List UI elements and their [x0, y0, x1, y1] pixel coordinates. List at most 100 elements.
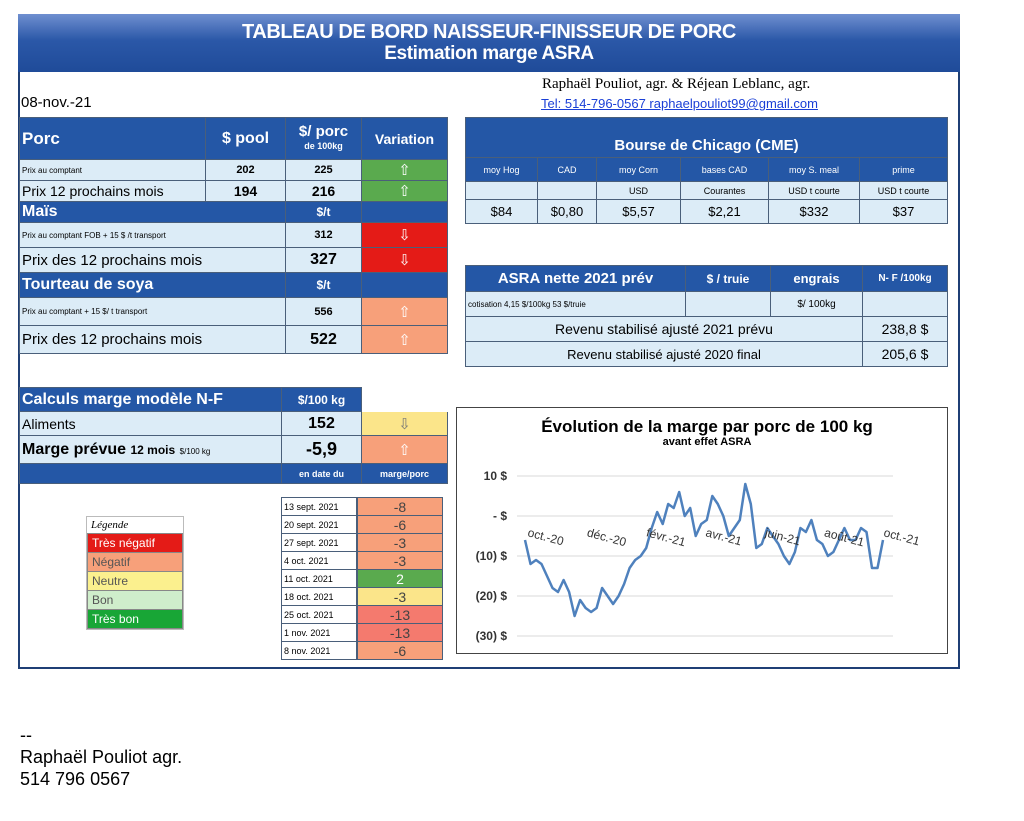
history-body: 13 sept. 2021 20 sept. 2021 27 sept. 2021 4… — [281, 497, 357, 660]
row-label: Prix des 12 prochains mois — [19, 325, 286, 354]
asra-unit: $/ 100kg — [770, 291, 863, 317]
history-date-header: en date du — [281, 463, 362, 484]
porc-label: Porc — [19, 117, 206, 160]
history-header-row: en date du marge/porc — [19, 463, 448, 484]
mais-label: Maïs — [19, 201, 286, 223]
x-tick-label: déc.-20 — [586, 525, 629, 549]
table-row: Aliments 152 ⇩ — [19, 411, 448, 436]
title-banner: TABLEAU DE BORD NAISSEUR-FINISSEUR DE PO… — [18, 14, 960, 72]
table-row: 8 nov. 2021 — [281, 641, 357, 660]
table-row: Revenu stabilisé ajusté 2020 final 205,6… — [465, 341, 948, 367]
revenu-value: 205,6 $ — [862, 341, 948, 367]
history-date: 11 oct. 2021 — [281, 569, 357, 588]
pool-value: 194 — [205, 180, 286, 202]
down-arrow-icon: ⇩ — [361, 247, 448, 273]
history-values-body: -8 -6 -3 -3 2 -3 -13 -13 -6 — [357, 497, 443, 660]
table-row: -3 — [357, 551, 443, 570]
history-margin: 2 — [357, 569, 443, 588]
history-date: 27 sept. 2021 — [281, 533, 357, 552]
page-title: TABLEAU DE BORD NAISSEUR-FINISSEUR DE PO… — [242, 21, 736, 43]
chicago-value: $84 — [465, 199, 538, 224]
mais-unit: $/t — [285, 201, 362, 223]
asra-truie: $ / truie — [685, 265, 771, 292]
margin-chart-svg: Évolution de la marge par porc de 100 kg… — [476, 417, 922, 643]
legend-item: Très bon — [87, 609, 183, 629]
soya-value: 556 — [285, 297, 362, 326]
marge-prevue-value: -5,9 — [281, 435, 362, 464]
revenu-label: Revenu stabilisé ajusté 2021 prévu — [465, 316, 863, 342]
mais-value: 312 — [285, 222, 362, 248]
y-tick-label: 10 $ — [484, 469, 508, 483]
asra-header-row: ASRA nette 2021 prév $ / truie engrais N… — [465, 265, 948, 292]
up-arrow-icon: ⇧ — [361, 297, 448, 326]
history-margin: -13 — [357, 605, 443, 624]
table-row: Prix 12 prochains mois 194 216 ⇧ — [19, 180, 448, 202]
chart-subtitle: avant effet ASRA — [663, 436, 752, 448]
asra-nf: N- F /100kg — [862, 265, 948, 292]
table-row: 27 sept. 2021 — [281, 533, 357, 552]
chicago-title-row: Bourse de Chicago (CME) — [465, 117, 948, 158]
table-row: 1 nov. 2021 — [281, 623, 357, 642]
table-row: Prix des 12 prochains mois 522 ⇧ — [19, 325, 448, 354]
chicago-value: $5,57 — [596, 199, 681, 224]
contact-link[interactable]: Tel: 514-796-0567 raphaelpouliot99@gmail… — [541, 96, 818, 111]
row-label: Prix au comptant — [19, 159, 206, 181]
table-row: Prix des 12 prochains mois 327 ⇩ — [19, 247, 448, 273]
soya-header-row: Tourteau de soya $/t — [19, 272, 448, 298]
chicago-column: CAD — [537, 157, 597, 182]
porc-header-row: Porc $ pool $/ porc de 100kg Variation — [19, 117, 448, 160]
history-margin: -3 — [357, 551, 443, 570]
table-row: -6 — [357, 515, 443, 534]
table-row: 2 — [357, 569, 443, 588]
aliments-label: Aliments — [19, 411, 282, 436]
revenu-label: Revenu stabilisé ajusté 2020 final — [465, 341, 863, 367]
x-tick-label: avr.-21 — [704, 525, 743, 548]
legend-title: Légende — [91, 519, 129, 531]
chicago-columns: moy Hog CAD moy Corn bases CAD moy S. meal pr… — [465, 157, 948, 182]
legend-item: Bon — [87, 590, 183, 610]
chicago-title: Bourse de Chicago (CME) — [465, 117, 948, 158]
table-row: 25 oct. 2021 — [281, 605, 357, 624]
marge-prevue-label: Marge prévue 12 mois $/100 kg — [19, 435, 282, 464]
chicago-unit: USD — [596, 181, 681, 200]
row-label: Prix au comptant FOB + 15 $ /t transport — [19, 222, 286, 248]
chicago-values: $84 $0,80 $5,57 $2,21 $332 $37 — [465, 199, 948, 224]
margin-unit: $/100 kg — [281, 387, 362, 412]
up-arrow-icon: ⇧ — [361, 325, 448, 354]
soya-label: Tourteau de soya — [19, 272, 286, 298]
x-tick-label: oct.-21 — [882, 525, 921, 548]
chicago-table: Bourse de Chicago (CME) moy Hog CAD moy Co… — [465, 117, 948, 224]
history-date: 25 oct. 2021 — [281, 605, 357, 624]
y-tick-label: (30) $ — [476, 629, 508, 643]
legend-items: Très négatif Négatif Neutre Bon Très bon — [87, 533, 183, 629]
table-row: 13 sept. 2021 — [281, 497, 357, 516]
history-date: 4 oct. 2021 — [281, 551, 357, 570]
down-arrow-icon: ⇩ — [361, 411, 448, 436]
authors: Raphaël Pouliot, agr. & Réjean Leblanc, … — [542, 76, 811, 92]
x-tick-label: juin-21 — [763, 525, 803, 548]
report-date: 08-nov.-21 — [21, 94, 92, 111]
mais-header-row: Maïs $/t — [19, 201, 448, 223]
history-date: 20 sept. 2021 — [281, 515, 357, 534]
row-label: Prix des 12 prochains mois — [19, 247, 286, 273]
legend: Légende Très négatif Négatif Neutre Bon Très… — [86, 516, 184, 630]
chicago-unit — [537, 181, 597, 200]
per100-header: $/ porc de 100kg — [285, 117, 362, 160]
chicago-unit: Courantes — [680, 181, 769, 200]
footer: -- Raphaël Pouliot agr. 514 796 0567 — [20, 724, 182, 790]
history-dates: 13 sept. 2021 20 sept. 2021 27 sept. 2021 4… — [281, 497, 357, 660]
table-row: -3 — [357, 587, 443, 606]
footer-separator: -- — [20, 725, 32, 745]
table-row: -13 — [357, 605, 443, 624]
history-date: 8 nov. 2021 — [281, 641, 357, 660]
asra-engrais: engrais — [770, 265, 863, 292]
up-arrow-icon: ⇧ — [361, 180, 448, 202]
row-label: Prix au comptant + 15 $/ t transport — [19, 297, 286, 326]
chicago-column: moy S. meal — [768, 157, 860, 182]
footer-phone: 514 796 0567 — [20, 769, 131, 789]
table-row: Marge prévue 12 mois $/100 kg -5,9 ⇧ — [19, 435, 448, 464]
history-margin-header: marge/porc — [361, 463, 448, 484]
chicago-unit: USD t courte — [859, 181, 948, 200]
variation-header: Variation — [361, 117, 448, 160]
aliments-value: 152 — [281, 411, 362, 436]
